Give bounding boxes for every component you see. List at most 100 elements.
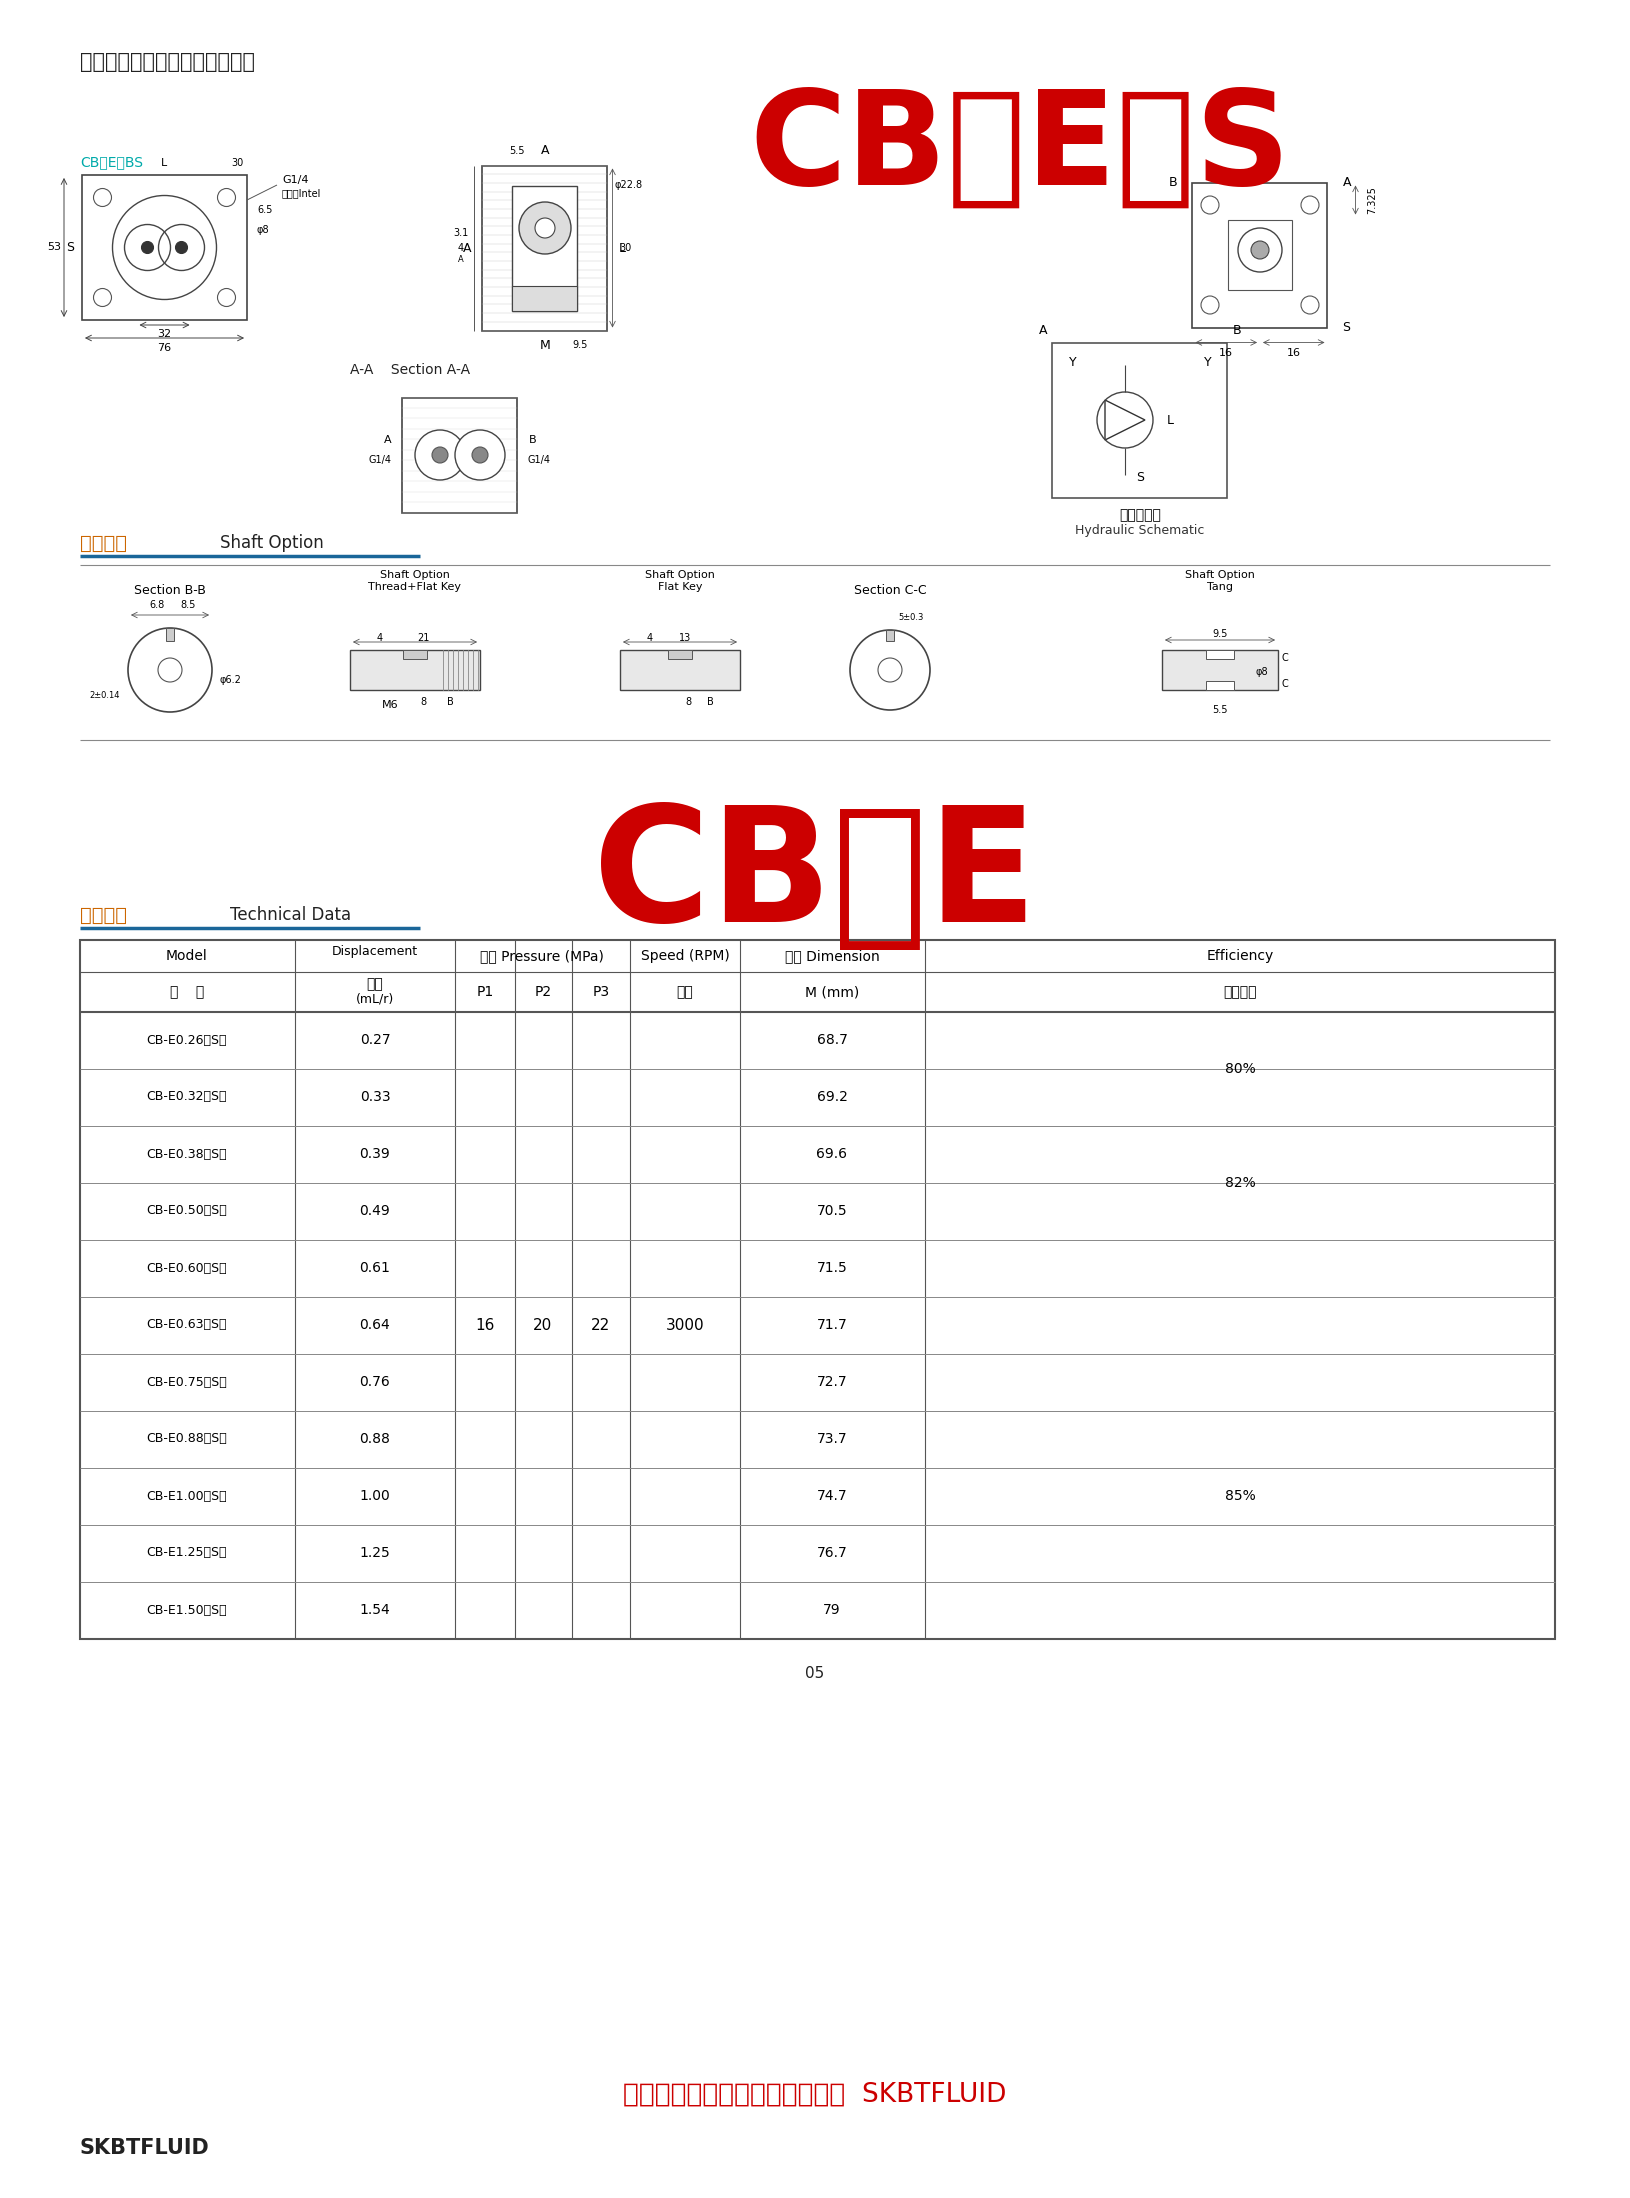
Bar [1161, 651, 1278, 690]
Text: 8.5: 8.5 [179, 600, 196, 611]
Text: Shaft Option: Shaft Option [1185, 569, 1253, 580]
Text: 69.6: 69.6 [817, 1147, 848, 1161]
Text: 13: 13 [678, 633, 691, 644]
Text: 0.64: 0.64 [359, 1319, 390, 1332]
Circle shape [142, 242, 153, 253]
Bar [166, 629, 174, 642]
Text: 尺寸 Dimension: 尺寸 Dimension [784, 950, 879, 963]
Text: B: B [528, 435, 536, 444]
Text: Y: Y [1203, 356, 1211, 369]
Text: 4: 4 [647, 633, 652, 644]
Text: L: L [161, 158, 168, 167]
Text: 3.1: 3.1 [453, 229, 468, 237]
Text: M (mm): M (mm) [804, 985, 859, 1000]
Text: P3: P3 [592, 985, 610, 1000]
Text: CB-E0.75＊S＊: CB-E0.75＊S＊ [147, 1376, 227, 1389]
Text: 容积效率: 容积效率 [1222, 985, 1257, 1000]
Text: 型    号: 型 号 [170, 985, 204, 1000]
Bar [1227, 220, 1291, 290]
Text: 71.7: 71.7 [817, 1319, 848, 1332]
Text: Thread+Flat Key: Thread+Flat Key [368, 582, 461, 591]
Text: 9.5: 9.5 [1211, 629, 1227, 640]
Text: P1: P1 [476, 985, 494, 1000]
Text: 30: 30 [619, 244, 631, 253]
Text: 85%: 85% [1224, 1488, 1255, 1503]
Text: B: B [1169, 176, 1177, 189]
Text: S: S [1136, 470, 1143, 484]
Text: Section C-C: Section C-C [852, 582, 926, 596]
Text: 2±0.14: 2±0.14 [90, 690, 121, 699]
Text: 1.25: 1.25 [359, 1545, 390, 1561]
Text: 淮安舒克贝塔流体技术有限公司  SKBTFLUID: 淮安舒克贝塔流体技术有限公司 SKBTFLUID [623, 2082, 1006, 2108]
Text: φ8: φ8 [258, 224, 269, 235]
Text: A: A [1038, 323, 1046, 336]
Text: CB-E0.38＊S＊: CB-E0.38＊S＊ [147, 1147, 227, 1161]
Bar [482, 165, 606, 330]
Text: 0.61: 0.61 [359, 1262, 390, 1275]
Text: 05: 05 [805, 1666, 825, 1681]
Text: 进油口Intel: 进油口Intel [282, 189, 321, 198]
Text: 3000: 3000 [665, 1317, 704, 1332]
Text: 淮安舒克贝塔流体技术有限公司: 淮安舒克贝塔流体技术有限公司 [80, 53, 254, 73]
Text: 20: 20 [533, 1317, 553, 1332]
Bar [1192, 182, 1327, 328]
Text: CB－E: CB－E [593, 800, 1037, 954]
Bar [668, 651, 691, 659]
Bar [82, 176, 246, 321]
Bar [403, 398, 517, 512]
Text: 53: 53 [47, 242, 60, 253]
Text: Technical Data: Technical Data [230, 906, 350, 923]
Text: 0.39: 0.39 [359, 1147, 390, 1161]
Text: 72.7: 72.7 [817, 1376, 848, 1389]
Circle shape [432, 446, 448, 464]
Text: G1/4: G1/4 [368, 455, 391, 466]
Text: 32: 32 [158, 330, 171, 338]
Text: 1.54: 1.54 [359, 1602, 390, 1618]
Text: 22: 22 [592, 1317, 610, 1332]
Text: 70.5: 70.5 [817, 1205, 848, 1218]
Text: Efficiency: Efficiency [1206, 950, 1273, 963]
Text: 5±0.3: 5±0.3 [898, 613, 923, 622]
Bar [619, 651, 740, 690]
Text: 轴端选择: 轴端选择 [80, 534, 127, 552]
Text: B: B [447, 697, 453, 708]
Text: 7.325: 7.325 [1366, 187, 1377, 215]
Text: CB-E1.00＊S＊: CB-E1.00＊S＊ [147, 1490, 227, 1503]
Text: 82%: 82% [1224, 1176, 1255, 1189]
Text: 4: 4 [456, 244, 463, 253]
Text: CB-E0.32＊S＊: CB-E0.32＊S＊ [147, 1090, 227, 1103]
Text: 5.5: 5.5 [1211, 706, 1227, 714]
Text: CB-E1.25＊S＊: CB-E1.25＊S＊ [147, 1547, 227, 1561]
Text: CB-E0.26＊S＊: CB-E0.26＊S＊ [147, 1033, 227, 1046]
Text: M: M [540, 338, 549, 352]
Text: Model: Model [166, 950, 207, 963]
Bar [1205, 651, 1234, 659]
Text: (mL/r): (mL/r) [355, 993, 394, 1004]
Text: 8: 8 [685, 697, 691, 708]
Text: S: S [1341, 321, 1350, 334]
Text: Displacement: Displacement [333, 945, 417, 958]
Text: 0.49: 0.49 [359, 1205, 390, 1218]
Circle shape [414, 431, 465, 479]
Text: 73.7: 73.7 [817, 1433, 848, 1446]
Text: B: B [1232, 323, 1240, 336]
Text: 80%: 80% [1224, 1062, 1255, 1077]
Text: 68.7: 68.7 [817, 1033, 848, 1046]
Text: 转速: 转速 [676, 985, 693, 1000]
Text: Y: Y [1068, 356, 1076, 369]
Text: C: C [1281, 653, 1288, 664]
Text: A: A [1341, 176, 1350, 189]
Text: 16: 16 [474, 1317, 494, 1332]
Text: S: S [65, 242, 73, 255]
Text: SKBTFLUID: SKBTFLUID [80, 2139, 210, 2158]
Text: CB-E0.50＊S＊: CB-E0.50＊S＊ [147, 1205, 227, 1218]
Circle shape [471, 446, 487, 464]
Text: 6.8: 6.8 [150, 600, 165, 611]
Text: A: A [383, 435, 391, 444]
Text: Tang: Tang [1206, 582, 1232, 591]
Text: Shaft Option: Shaft Option [220, 534, 323, 552]
Text: CB－E＊S: CB－E＊S [748, 86, 1289, 211]
Text: CB-E1.50＊S＊: CB-E1.50＊S＊ [147, 1605, 227, 1616]
Text: 5.5: 5.5 [509, 145, 525, 156]
Text: 0.88: 0.88 [359, 1433, 390, 1446]
